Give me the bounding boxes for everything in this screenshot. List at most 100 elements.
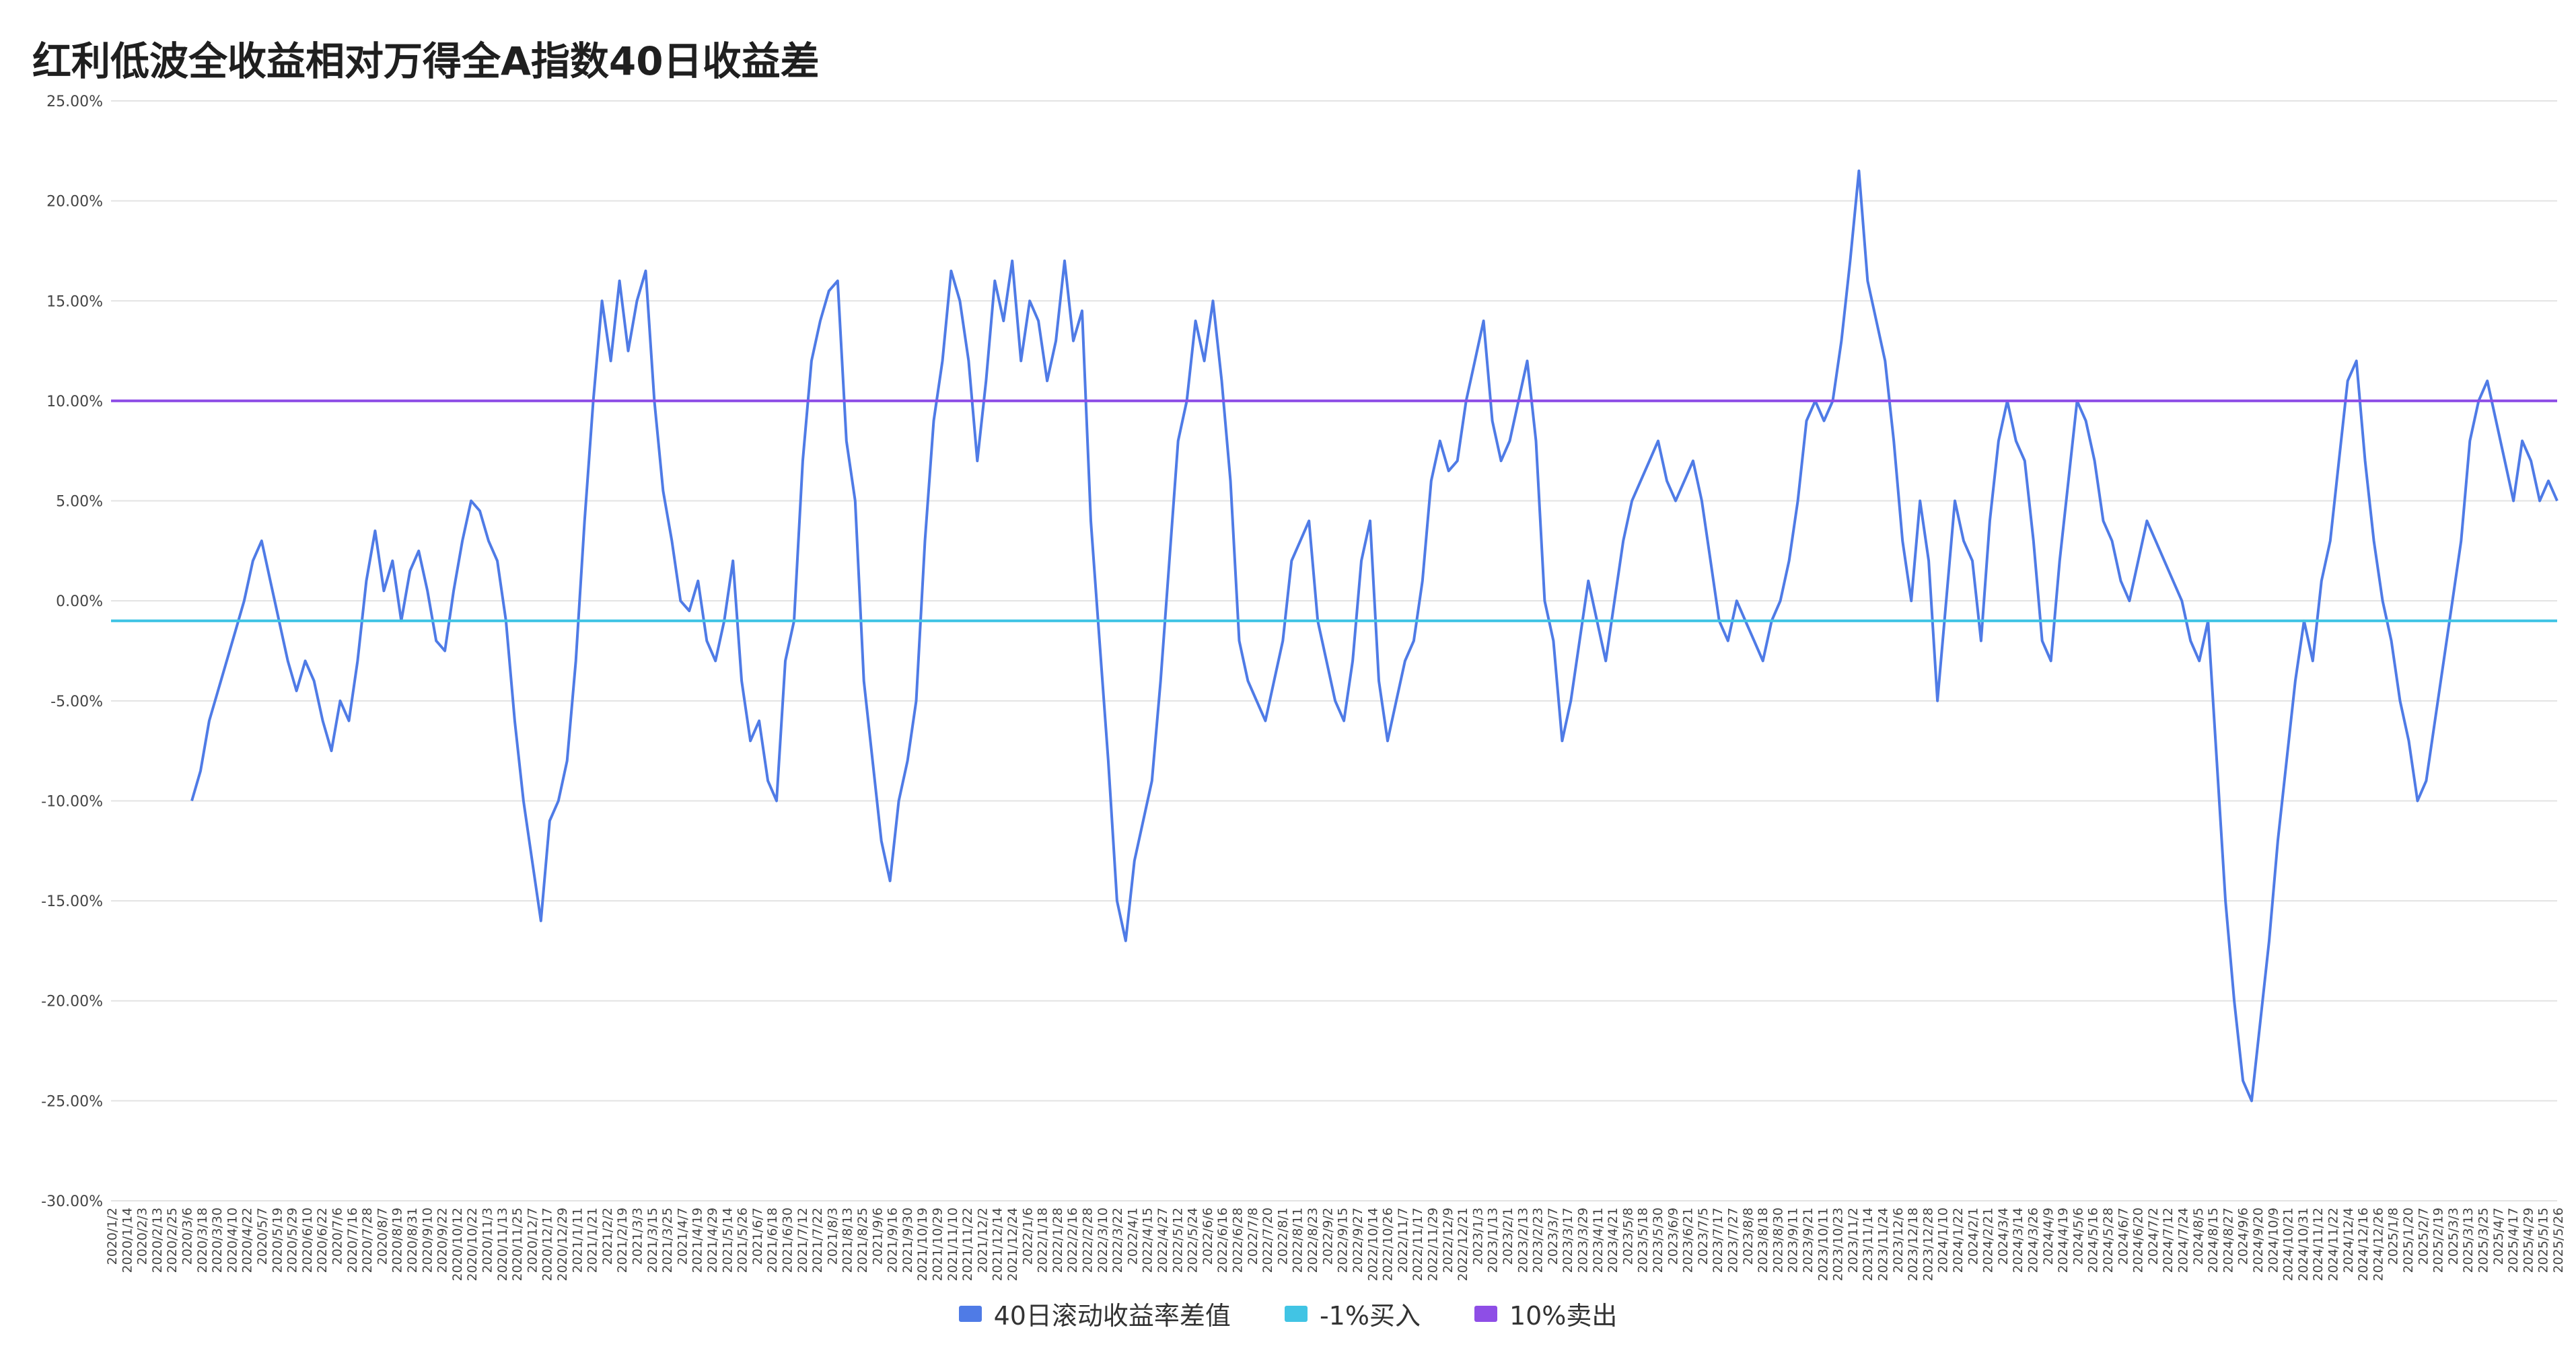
x-tick-label: 2022/9/27: [1351, 1208, 1365, 1273]
x-tick-label: 2020/11/3: [480, 1208, 495, 1273]
x-tick-label: 2024/10/31: [2296, 1208, 2311, 1282]
y-tick-label: -5.00%: [50, 694, 103, 710]
x-tick-label: 2024/7/12: [2161, 1208, 2176, 1273]
x-tick-label: 2023/5/18: [1636, 1208, 1651, 1273]
x-tick-label: 2024/5/16: [2086, 1208, 2101, 1273]
x-tick-label: 2024/3/26: [2026, 1208, 2040, 1273]
x-tick-label: 2024/2/1: [1966, 1208, 1980, 1265]
x-tick-label: 2021/6/18: [765, 1208, 780, 1273]
x-tick-label: 2024/3/14: [2011, 1208, 2026, 1273]
x-tick-label: 2024/6/7: [2116, 1208, 2131, 1265]
x-tick-label: 2025/1/20: [2401, 1208, 2416, 1273]
x-tick-label: 2020/5/29: [285, 1208, 300, 1273]
x-tick-label: 2020/5/19: [270, 1208, 285, 1273]
x-tick-label: 2023/3/7: [1546, 1208, 1561, 1265]
legend-item-sell[interactable]: 10%卖出: [1474, 1295, 1617, 1332]
x-tick-label: 2020/3/6: [180, 1208, 195, 1265]
x-tick-label: 2021/3/15: [645, 1208, 660, 1273]
y-tick-label: -30.00%: [41, 1193, 103, 1210]
x-tick-label: 2024/12/26: [2371, 1208, 2386, 1282]
x-tick-label: 2020/2/25: [165, 1208, 180, 1273]
x-tick-label: 2020/7/16: [345, 1208, 360, 1273]
x-tick-label: 2020/4/10: [225, 1208, 240, 1273]
x-tick-label: 2020/6/10: [300, 1208, 315, 1273]
x-tick-label: 2022/6/16: [1215, 1208, 1230, 1273]
legend-swatch-buy: [1284, 1305, 1308, 1322]
x-tick-label: 2023/2/1: [1501, 1208, 1515, 1265]
legend-item-diff[interactable]: 40日滚动收益率差值: [958, 1295, 1231, 1332]
y-tick-label: 5.00%: [56, 494, 103, 511]
x-tick-label: 2020/9/22: [435, 1208, 450, 1273]
legend-swatch-sell: [1474, 1305, 1497, 1322]
x-tick-label: 2020/11/25: [510, 1208, 525, 1282]
x-tick-label: 2021/4/7: [675, 1208, 690, 1265]
x-tick-label: 2020/10/22: [465, 1208, 480, 1282]
x-tick-label: 2023/7/5: [1696, 1208, 1711, 1265]
x-tick-label: 2022/8/23: [1305, 1208, 1320, 1273]
x-tick-label: 2020/10/12: [450, 1208, 465, 1282]
legend-item-buy[interactable]: -1%买入: [1284, 1295, 1421, 1332]
x-tick-label: 2021/8/25: [855, 1208, 870, 1273]
x-tick-label: 2025/3/13: [2461, 1208, 2476, 1273]
x-tick-label: 2022/1/28: [1050, 1208, 1065, 1273]
x-tick-label: 2024/1/22: [1951, 1208, 1966, 1273]
x-tick-label: 2025/2/19: [2431, 1208, 2446, 1273]
x-tick-label: 2022/4/1: [1125, 1208, 1140, 1265]
x-tick-label: 2020/1/2: [105, 1208, 120, 1265]
x-tick-label: 2020/3/30: [210, 1208, 225, 1273]
legend-label-diff: 40日滚动收益率差值: [993, 1301, 1231, 1331]
x-tick-label: 2023/2/13: [1515, 1208, 1530, 1273]
x-tick-label: 2021/12/24: [1005, 1208, 1020, 1282]
x-tick-label: 2025/4/29: [2521, 1208, 2536, 1273]
x-tick-label: 2022/7/20: [1260, 1208, 1275, 1273]
x-tick-label: 2020/7/6: [330, 1208, 345, 1265]
x-tick-label: 2024/5/28: [2101, 1208, 2116, 1273]
x-tick-label: 2024/8/5: [2191, 1208, 2206, 1265]
x-tick-label: 2020/6/22: [315, 1208, 330, 1273]
x-tick-label: 2022/3/10: [1096, 1208, 1110, 1273]
x-tick-label: 2021/10/19: [915, 1208, 930, 1282]
x-tick-label: 2024/9/6: [2236, 1208, 2251, 1265]
x-tick-label: 2022/12/9: [1441, 1208, 1456, 1273]
x-tick-label: 2020/1/14: [120, 1208, 135, 1273]
x-tick-label: 2024/4/9: [2041, 1208, 2056, 1265]
y-tick-label: -20.00%: [41, 994, 103, 1010]
x-tick-label: 2021/3/3: [631, 1208, 645, 1265]
x-tick-label: 2021/12/2: [975, 1208, 990, 1273]
x-tick-label: 2020/3/18: [195, 1208, 210, 1273]
x-tick-label: 2022/6/28: [1231, 1208, 1246, 1273]
y-tick-label: 10.00%: [46, 394, 103, 410]
x-tick-label: 2024/12/4: [2341, 1208, 2356, 1273]
x-tick-label: 2023/12/28: [1921, 1208, 1935, 1282]
x-tick-label: 2021/3/25: [660, 1208, 675, 1273]
x-tick-label: 2022/6/6: [1201, 1208, 1215, 1265]
x-tick-label: 2023/12/18: [1906, 1208, 1921, 1282]
x-tick-label: 2021/12/14: [991, 1208, 1005, 1282]
x-tick-label: 2020/8/19: [390, 1208, 405, 1273]
x-tick-label: 2021/9/16: [886, 1208, 900, 1273]
legend-swatch-diff: [958, 1305, 982, 1322]
series-line-diff: [190, 170, 2559, 1103]
x-tick-label: 2021/1/11: [570, 1208, 585, 1273]
x-tick-label: 2023/6/21: [1681, 1208, 1696, 1273]
x-tick-label: 2024/8/15: [2206, 1208, 2221, 1273]
x-tick-label: 2025/5/26: [2551, 1208, 2566, 1273]
x-tick-label: 2024/10/9: [2266, 1208, 2281, 1273]
x-tick-label: 2020/5/7: [255, 1208, 270, 1265]
x-tick-label: 2022/8/11: [1291, 1208, 1305, 1273]
y-tick-label: -15.00%: [41, 893, 103, 910]
x-tick-label: 2022/1/6: [1020, 1208, 1035, 1265]
x-tick-label: 2023/5/30: [1651, 1208, 1666, 1273]
y-tick-label: 0.00%: [56, 593, 103, 610]
x-tick-label: 2020/9/10: [420, 1208, 435, 1273]
x-tick-label: 2023/4/21: [1606, 1208, 1620, 1273]
x-tick-label: 2024/4/19: [2056, 1208, 2071, 1273]
x-tick-label: 2024/10/21: [2281, 1208, 2296, 1282]
legend-label-sell: 10%卖出: [1509, 1301, 1618, 1331]
legend: 40日滚动收益率差值 -1%买入 10%卖出: [0, 1295, 2576, 1332]
x-tick-label: 2021/6/7: [750, 1208, 765, 1265]
x-tick-label: 2023/10/23: [1831, 1208, 1846, 1282]
x-tick-label: 2021/6/30: [781, 1208, 795, 1273]
x-tick-label: 2021/7/12: [795, 1208, 810, 1273]
